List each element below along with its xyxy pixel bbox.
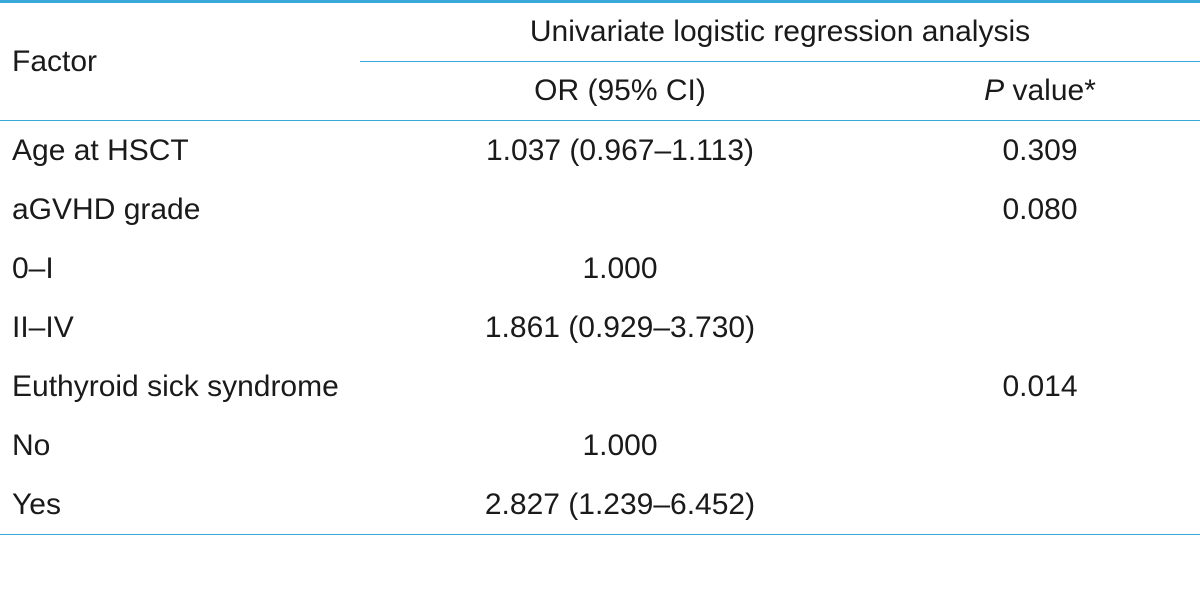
or-cell: 1.000: [360, 239, 880, 298]
header-or-ci: OR (95% CI): [360, 62, 880, 121]
or-cell: [360, 357, 880, 416]
p-suffix: value*: [1004, 74, 1096, 107]
or-cell: 2.827 (1.239–6.452): [360, 475, 880, 535]
p-cell: [880, 298, 1200, 357]
p-cell: 0.014: [880, 357, 1200, 416]
table-row: 0–I 1.000: [0, 239, 1200, 298]
table-row: Age at HSCT 1.037 (0.967–1.113) 0.309: [0, 121, 1200, 181]
factor-cell: Euthyroid sick syndrome: [0, 357, 360, 416]
p-cell: 0.309: [880, 121, 1200, 181]
factor-cell: Age at HSCT: [0, 121, 360, 181]
p-cell: [880, 475, 1200, 535]
p-cell: [880, 416, 1200, 475]
or-cell: 1.037 (0.967–1.113): [360, 121, 880, 181]
or-cell: [360, 180, 880, 239]
factor-cell: 0–I: [0, 239, 360, 298]
header-factor: Factor: [0, 2, 360, 121]
or-cell: 1.000: [360, 416, 880, 475]
p-italic: P: [984, 74, 1004, 107]
table-row: Yes 2.827 (1.239–6.452): [0, 475, 1200, 535]
factor-cell: aGVHD grade: [0, 180, 360, 239]
p-cell: [880, 239, 1200, 298]
table-row: II–IV 1.861 (0.929–3.730): [0, 298, 1200, 357]
regression-table-container: Factor Univariate logistic regression an…: [0, 0, 1200, 590]
factor-cell: No: [0, 416, 360, 475]
regression-table: Factor Univariate logistic regression an…: [0, 0, 1200, 535]
table-row: Euthyroid sick syndrome 0.014: [0, 357, 1200, 416]
table-row: No 1.000: [0, 416, 1200, 475]
header-p-value: P value*: [880, 62, 1200, 121]
header-analysis-title: Univariate logistic regression analysis: [360, 2, 1200, 62]
table-row: aGVHD grade 0.080: [0, 180, 1200, 239]
factor-cell: II–IV: [0, 298, 360, 357]
p-cell: 0.080: [880, 180, 1200, 239]
header-row-1: Factor Univariate logistic regression an…: [0, 2, 1200, 62]
or-cell: 1.861 (0.929–3.730): [360, 298, 880, 357]
factor-cell: Yes: [0, 475, 360, 535]
